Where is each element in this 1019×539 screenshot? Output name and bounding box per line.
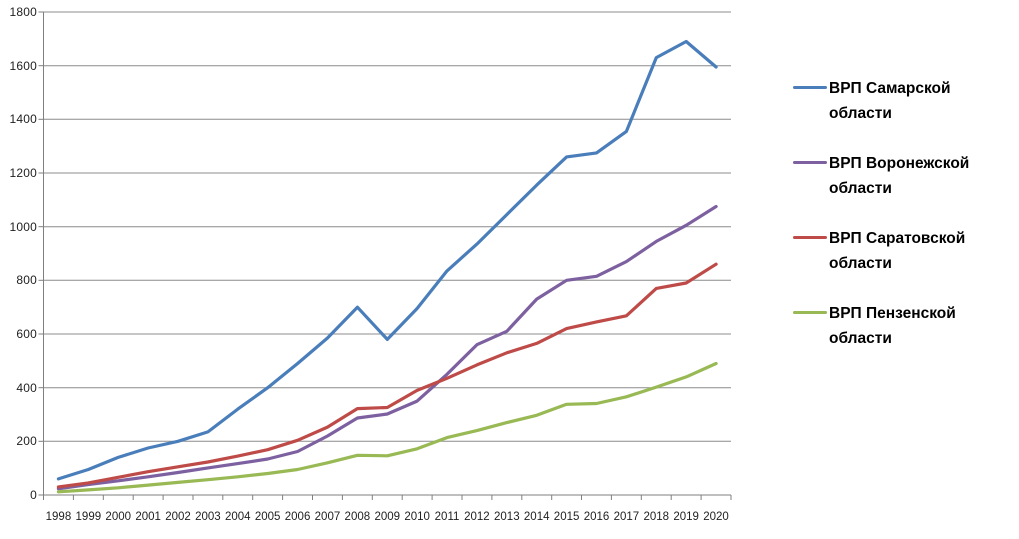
legend-line-swatch bbox=[793, 311, 827, 314]
x-tick-label: 2018 bbox=[643, 511, 670, 523]
legend-item: ВРП Саратовской области bbox=[793, 226, 1008, 276]
series-line bbox=[56, 204, 718, 491]
x-tick-label: 2017 bbox=[613, 511, 640, 523]
x-tick-label: 2008 bbox=[344, 511, 371, 523]
x-tick-label: 2011 bbox=[434, 511, 460, 523]
x-tick-label: 2014 bbox=[523, 511, 550, 523]
x-tick-label: 2006 bbox=[284, 511, 311, 523]
legend-line-swatch bbox=[793, 236, 827, 239]
x-tick-label: 2005 bbox=[254, 511, 281, 523]
y-tick-label: 800 bbox=[16, 273, 37, 288]
x-tick-label: 2004 bbox=[224, 511, 251, 523]
y-tick-label: 400 bbox=[16, 380, 37, 395]
legend-line-swatch bbox=[793, 86, 827, 89]
series-line bbox=[56, 262, 718, 489]
legend-item-label: ВРП Самарской области bbox=[829, 80, 951, 122]
x-tick-label: 2001 bbox=[135, 511, 161, 523]
x-tick-label: 2020 bbox=[703, 511, 729, 523]
x-tick-label: 2003 bbox=[195, 511, 221, 523]
y-tick-label: 0 bbox=[30, 488, 37, 502]
x-tick-label: 2015 bbox=[553, 511, 580, 523]
y-tick-label: 1200 bbox=[9, 166, 37, 180]
legend-line-swatch bbox=[793, 161, 827, 164]
x-tick-label: 2002 bbox=[165, 511, 191, 523]
y-tick-label: 600 bbox=[16, 327, 37, 341]
x-tick-label: 2016 bbox=[583, 511, 610, 523]
legend-item-label: ВРП Пензенской области bbox=[829, 305, 956, 347]
x-tick-label: 2000 bbox=[105, 511, 132, 523]
legend-item: ВРП Пензенской области bbox=[793, 301, 1008, 351]
x-tick-label: 1998 bbox=[45, 511, 72, 523]
series-line bbox=[56, 361, 718, 494]
legend-item-label: ВРП Саратовской области bbox=[829, 230, 966, 272]
legend-item: ВРП Самарской области bbox=[793, 76, 1008, 126]
legend-item-label: ВРП Воронежской области bbox=[829, 155, 970, 197]
x-tick-label: 2007 bbox=[314, 511, 341, 523]
x-tick-label: 2013 bbox=[494, 511, 520, 523]
y-tick-label: 1000 bbox=[9, 219, 37, 234]
y-tick-label: 1800 bbox=[9, 5, 37, 19]
series-line bbox=[56, 39, 718, 481]
x-tick-label: 2010 bbox=[404, 511, 430, 523]
x-tick-label: 2019 bbox=[673, 511, 699, 523]
y-tick-label: 200 bbox=[16, 434, 37, 449]
x-tick-label: 2012 bbox=[464, 511, 490, 523]
legend-item: ВРП Воронежской области bbox=[793, 151, 1008, 201]
x-tick-label: 2009 bbox=[374, 511, 401, 523]
y-tick-label: 1400 bbox=[9, 112, 37, 127]
x-tick-label: 1999 bbox=[75, 511, 102, 523]
legend: ВРП Самарской области ВРП Воронежской обл… bbox=[793, 76, 1008, 376]
y-tick-label: 1600 bbox=[9, 58, 37, 73]
